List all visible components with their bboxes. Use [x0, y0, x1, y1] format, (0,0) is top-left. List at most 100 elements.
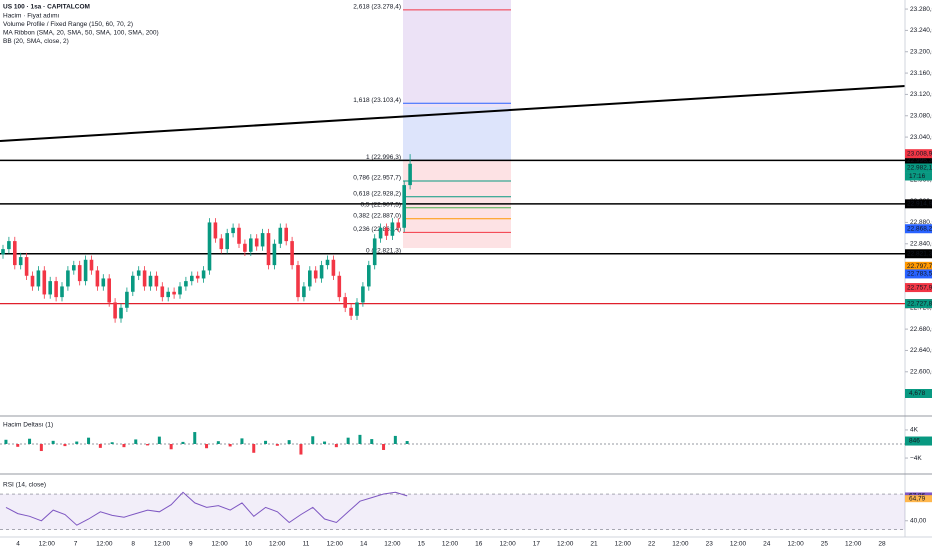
price-badge [905, 269, 932, 279]
delta-bar [358, 434, 362, 444]
price-label: 22.996,3 [907, 157, 932, 164]
countdown-box [905, 172, 932, 181]
fib-label: 1,618 (23.103,4) [353, 97, 401, 104]
y-tick-label: −4K [910, 455, 922, 462]
delta-bar [323, 441, 327, 444]
candle-body [77, 265, 82, 282]
candle-body [166, 291, 170, 298]
delta-bar [28, 438, 32, 444]
x-tick-label: 16 [475, 541, 483, 548]
candle-body [361, 286, 365, 303]
x-tick-label: 15 [418, 541, 426, 548]
candle-body [266, 233, 271, 266]
price-label-box [905, 199, 932, 209]
y-tick-label: 40,00 [910, 517, 927, 524]
price-badge-label: 22.797,7 [907, 263, 932, 270]
delta-bar [146, 444, 150, 446]
candle-body [125, 291, 129, 308]
legend-entry: Volume Profile / Fixed Range (150, 60, 7… [3, 21, 133, 28]
y-tick-label: 4K [910, 427, 919, 434]
delta-bar [382, 444, 386, 450]
pane-title: RSI (14, close) [3, 482, 46, 489]
candle-body [207, 222, 212, 271]
rsi-line [5, 491, 408, 526]
y-tick-label: 23.160,0 [910, 70, 932, 77]
candle-body [54, 281, 58, 298]
candle-body [1, 249, 5, 255]
price-label: 22.821,3 [907, 250, 932, 257]
y-tick-label: 22.840,0 [910, 240, 932, 247]
fib-label: 0,382 (22.887,0) [353, 212, 401, 219]
candle-body [160, 286, 165, 298]
candle-body [178, 286, 182, 295]
x-tick-label: 17 [533, 541, 541, 548]
volume-badge-box [905, 389, 932, 398]
candle-body [184, 281, 188, 287]
candle-body [319, 265, 324, 279]
candle-body [237, 227, 241, 244]
candle-body [66, 270, 70, 287]
candle-body [378, 227, 383, 239]
legend-entry: MA Ribbon (SMA, 20, SMA, 50, SMA, 100, S… [3, 30, 159, 37]
delta-bar [4, 439, 8, 444]
price-badge-label: 22.868,2 [907, 225, 932, 232]
candle-body [325, 259, 330, 266]
candle-body [349, 307, 353, 316]
candle-body [231, 227, 235, 234]
delta-bar [264, 440, 268, 444]
x-tick-label: 25 [821, 541, 829, 548]
delta-bar [63, 444, 67, 447]
candle-body [296, 265, 300, 298]
candle-body [60, 286, 64, 298]
candle-body [254, 238, 259, 247]
candle-body [402, 185, 406, 228]
candle-body [190, 275, 194, 282]
candle-body [36, 270, 41, 287]
delta-bar [370, 439, 374, 444]
legend-entry: Hacim · Fiyat adımı [3, 13, 60, 20]
candle-body [284, 227, 288, 242]
x-tick-label: 12:00 [96, 541, 113, 548]
price-label: 22.914,9 [907, 201, 932, 208]
candle-body [148, 275, 153, 287]
x-tick-label: 28 [878, 541, 886, 548]
price-badge [905, 283, 932, 293]
x-tick-label: 10 [245, 541, 253, 548]
candle-body [154, 275, 159, 287]
fib-label: 0,618 (22.928,2) [353, 190, 401, 197]
candle-body [390, 222, 395, 236]
candle-body [219, 238, 224, 250]
candle-body [83, 259, 88, 282]
x-tick-label: 12:00 [269, 541, 286, 548]
price-badge [905, 224, 932, 234]
candle-body [343, 297, 347, 308]
y-tick-label: 22.640,0 [910, 347, 932, 354]
delta-bar [205, 444, 209, 449]
delta-bar [228, 444, 232, 447]
delta-bar [252, 444, 256, 453]
candle-body [136, 270, 141, 276]
candle-body [24, 257, 29, 276]
delta-bar [181, 441, 185, 444]
y-tick-label: 23.200,0 [910, 48, 932, 55]
x-tick-label: 12:00 [672, 541, 689, 548]
x-tick-label: 4 [16, 541, 20, 548]
x-tick-label: 12:00 [499, 541, 516, 548]
x-tick-label: 23 [706, 541, 714, 548]
candle-body [42, 270, 47, 295]
price-badge-label: 23.008,9 [907, 150, 932, 157]
x-tick-label: 7 [74, 541, 78, 548]
delta-bar [16, 444, 20, 447]
delta-bar [287, 440, 291, 444]
x-tick-label: 12:00 [211, 541, 228, 548]
candle-body [225, 233, 229, 250]
x-tick-label: 22 [648, 541, 656, 548]
price-badge [905, 163, 932, 173]
candle-body [7, 241, 11, 250]
target-zone-upper [403, 0, 511, 107]
candle-body [260, 233, 265, 247]
price-badge-label: 22.757,9 [907, 284, 932, 291]
x-tick-label: 12:00 [384, 541, 401, 548]
y-tick-label: 22.600,0 [910, 369, 932, 376]
